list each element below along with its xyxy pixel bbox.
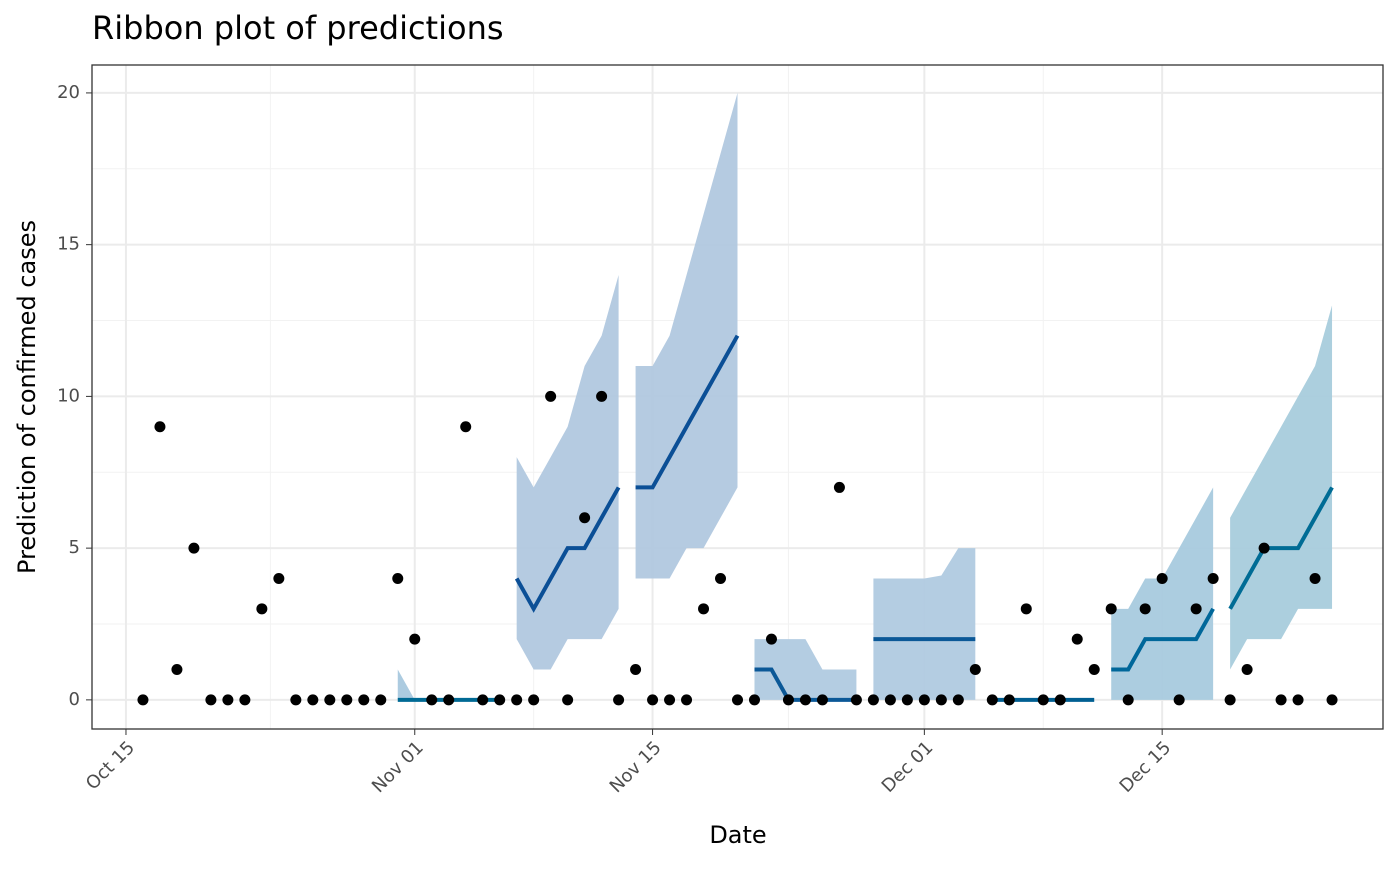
data-point	[443, 694, 455, 706]
data-point	[867, 694, 879, 706]
data-point	[222, 694, 234, 706]
ribbon	[1230, 305, 1333, 670]
data-point	[1020, 603, 1032, 615]
data-point	[918, 694, 930, 706]
data-point	[596, 390, 608, 402]
data-point	[1156, 572, 1168, 584]
data-point	[799, 694, 811, 706]
data-point	[1292, 694, 1304, 706]
data-point	[1003, 694, 1015, 706]
median-line	[1228, 486, 1334, 610]
data-point	[426, 694, 438, 706]
data-point	[1190, 603, 1202, 615]
data-point	[1105, 603, 1117, 615]
data-point	[545, 390, 557, 402]
data-point	[324, 694, 336, 706]
data-point	[1037, 694, 1049, 706]
data-point	[188, 542, 200, 554]
data-point	[969, 664, 981, 676]
data-point	[256, 603, 268, 615]
ribbon	[635, 92, 738, 579]
x-tick-label: Dec 15	[1116, 737, 1176, 797]
x-axis-label: Date	[709, 821, 766, 849]
data-point	[409, 633, 421, 645]
chart-title: Ribbon plot of predictions	[92, 9, 504, 47]
y-tick-label: 0	[69, 689, 80, 710]
data-point	[884, 694, 896, 706]
data-point	[935, 694, 947, 706]
data-point	[1139, 603, 1151, 615]
data-point	[239, 694, 251, 706]
data-point	[1326, 694, 1338, 706]
data-point	[205, 694, 217, 706]
data-point	[1224, 694, 1236, 706]
data-point	[154, 421, 166, 433]
data-point	[358, 694, 370, 706]
data-point	[375, 694, 387, 706]
plot-border	[91, 64, 1384, 730]
median-line	[514, 486, 621, 613]
ribbon	[397, 669, 500, 700]
data-point	[1173, 694, 1185, 706]
data-point	[664, 694, 676, 706]
y-tick-label: 5	[69, 537, 80, 558]
x-tick-label: Oct 15	[82, 737, 139, 794]
data-point	[986, 694, 998, 706]
y-tick-label: 10	[57, 385, 80, 406]
data-point	[782, 694, 794, 706]
y-tick-label: 20	[57, 82, 80, 103]
data-point	[273, 572, 285, 584]
data-point	[647, 694, 659, 706]
median-line	[1111, 607, 1215, 672]
ribbon	[516, 275, 619, 670]
data-point	[613, 694, 625, 706]
data-point	[307, 694, 319, 706]
data-point	[477, 694, 489, 706]
data-point	[1088, 664, 1100, 676]
data-point	[850, 694, 862, 706]
data-point	[137, 694, 149, 706]
data-point	[1207, 572, 1219, 584]
data-point	[494, 694, 506, 706]
data-point	[341, 694, 353, 706]
x-tick-label: Dec 01	[878, 737, 938, 797]
data-point	[816, 694, 828, 706]
y-axis-label: Prediction of confirmed cases	[13, 220, 41, 574]
data-point	[681, 694, 693, 706]
x-tick-label: Nov 01	[368, 737, 428, 797]
y-tick-label: 15	[57, 234, 80, 255]
data-point	[1122, 694, 1134, 706]
data-point	[698, 603, 710, 615]
data-point	[171, 664, 183, 676]
data-point	[1071, 633, 1083, 645]
data-point	[765, 633, 777, 645]
data-point	[1258, 542, 1270, 554]
data-point	[1054, 694, 1066, 706]
data-point	[1241, 664, 1253, 676]
ribbon	[873, 548, 976, 700]
x-tick-label: Nov 15	[606, 737, 666, 797]
data-point	[562, 694, 574, 706]
data-point	[1275, 694, 1287, 706]
data-point	[901, 694, 913, 706]
data-point	[1309, 572, 1321, 584]
median-line	[635, 334, 740, 490]
data-point	[392, 572, 404, 584]
data-point	[833, 481, 845, 493]
data-point	[290, 694, 302, 706]
data-point	[511, 694, 523, 706]
data-point	[460, 421, 472, 433]
data-point	[630, 664, 642, 676]
data-point	[715, 572, 727, 584]
ribbon	[1111, 487, 1214, 700]
data-point	[579, 512, 591, 524]
data-point	[528, 694, 540, 706]
data-point	[952, 694, 964, 706]
data-point	[748, 694, 760, 706]
data-point	[732, 694, 743, 706]
